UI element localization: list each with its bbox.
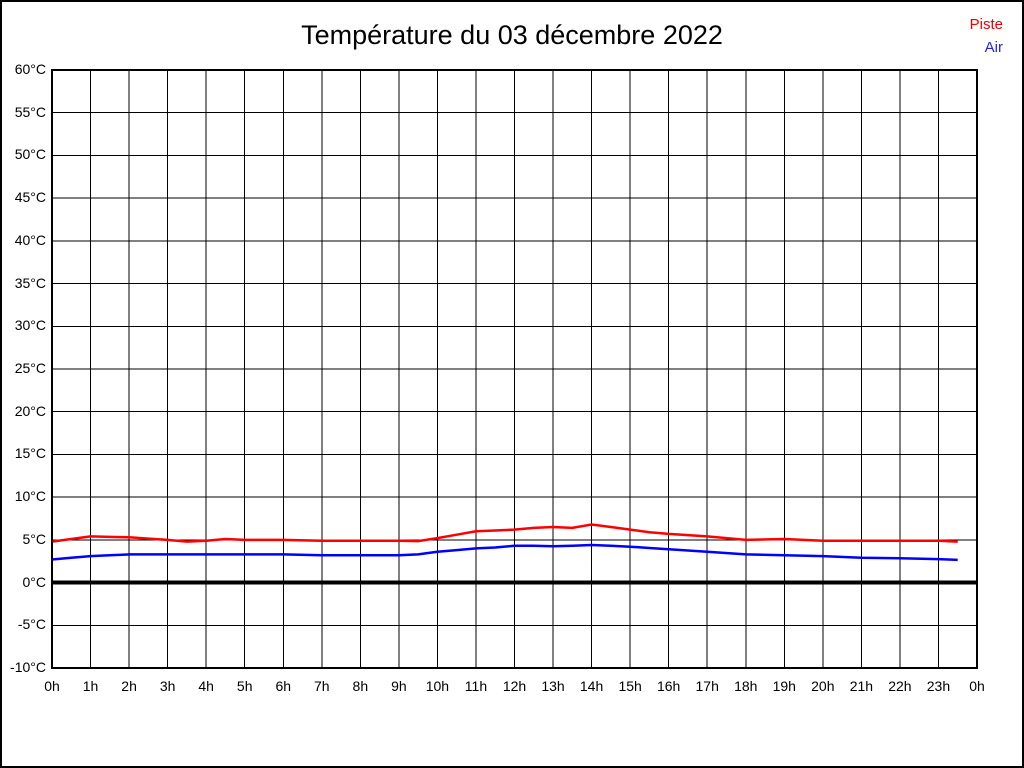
y-tick-label: -5°C — [17, 616, 46, 633]
y-tick-label: 45°C — [14, 189, 46, 206]
x-tick-label: 4h — [198, 678, 214, 694]
y-tick-label: 30°C — [14, 317, 46, 334]
y-tick-label: 55°C — [14, 103, 46, 120]
y-tick-label: 35°C — [14, 274, 46, 291]
chart-legend: Piste Air — [970, 13, 1003, 59]
x-tick-label: 19h — [772, 678, 796, 694]
x-tick-label: 11h — [464, 678, 488, 694]
y-tick-label: 5°C — [22, 530, 47, 547]
x-tick-label: 0h — [44, 678, 60, 694]
series-line-piste — [51, 523, 958, 543]
y-tick-label: 10°C — [14, 488, 46, 505]
plot-border — [51, 69, 978, 669]
x-tick-label: 9h — [391, 678, 407, 694]
x-tick-label: 15h — [618, 678, 642, 694]
legend-item-air: Air — [984, 39, 1003, 56]
x-tick-label: 1h — [82, 678, 99, 694]
chart-title: Température du 03 décembre 2022 — [301, 20, 723, 50]
y-tick-label: 25°C — [14, 360, 46, 376]
x-tick-label: 23h — [926, 678, 951, 694]
x-tick-label: 8h — [352, 678, 369, 694]
x-tick-label: 5h — [236, 678, 253, 694]
x-tick-label: 22h — [888, 678, 912, 694]
x-tick-label: 21h — [849, 678, 874, 694]
x-tick-label: 14h — [579, 678, 604, 694]
legend-item-piste: Piste — [969, 16, 1003, 33]
x-tick-label: 13h — [541, 678, 565, 694]
y-tick-label: 20°C — [14, 402, 46, 419]
plot-area — [51, 69, 978, 669]
y-tick-label: 40°C — [14, 231, 46, 248]
x-tick-label: 17h — [695, 678, 719, 694]
x-tick-label: 6h — [275, 678, 292, 694]
y-tick-label: 50°C — [14, 146, 46, 163]
x-tick-label: 10h — [425, 678, 450, 694]
x-tick-label: 0h — [969, 678, 985, 694]
x-tick-label: 16h — [656, 678, 681, 694]
x-tick-label: 18h — [734, 678, 758, 694]
series-line-air — [51, 543, 958, 562]
x-tick-label: 7h — [313, 678, 330, 694]
x-tick-label: 2h — [121, 678, 137, 694]
x-tick-label: 3h — [159, 678, 176, 694]
x-tick-label: 20h — [811, 678, 835, 694]
x-tick-label: 12h — [502, 678, 527, 694]
y-tick-label: 0°C — [22, 573, 47, 590]
y-tick-label: -10°C — [10, 659, 46, 675]
y-tick-label: 60°C — [14, 61, 46, 77]
y-tick-label: 15°C — [14, 445, 46, 462]
